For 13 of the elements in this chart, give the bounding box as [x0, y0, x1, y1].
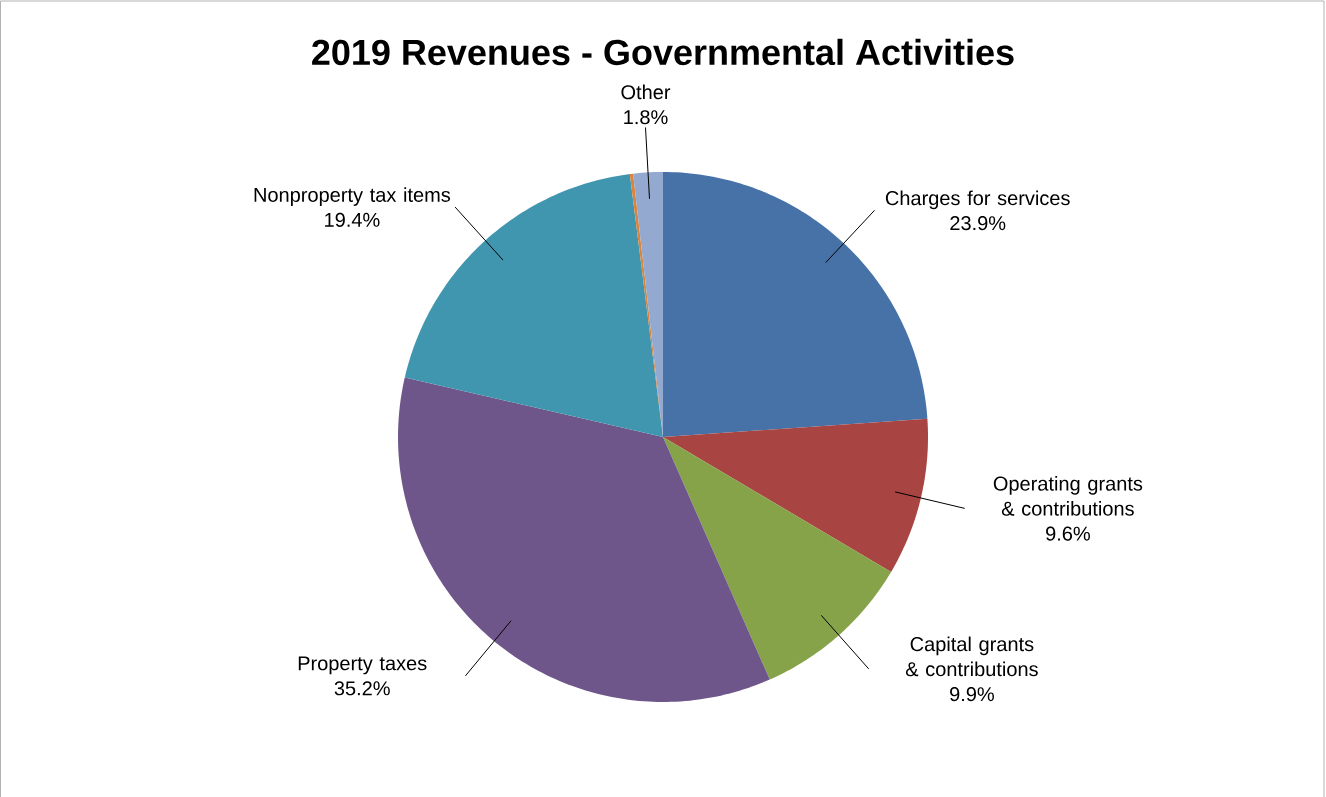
slice-label: Nonproperty tax items — [254, 187, 451, 206]
data-label: 1.8% — [624, 110, 668, 125]
slice-label: Other — [621, 84, 671, 100]
data-label: 35.2% — [334, 681, 390, 696]
slice-label: Property taxes — [298, 656, 427, 675]
data-label: 9.9% — [950, 687, 994, 702]
slice-label: Charges for services — [885, 190, 1070, 210]
slice-label: Capital grants & contributions — [905, 636, 1038, 677]
data-label: 23.9% — [950, 216, 1006, 231]
chart-title: 2019 Revenues - Governmental Activities — [312, 38, 1014, 66]
data-label: 9.6% — [1046, 526, 1090, 541]
data-label: 19.4% — [325, 212, 380, 227]
slice-label: Operating grants & contributions — [993, 476, 1143, 516]
